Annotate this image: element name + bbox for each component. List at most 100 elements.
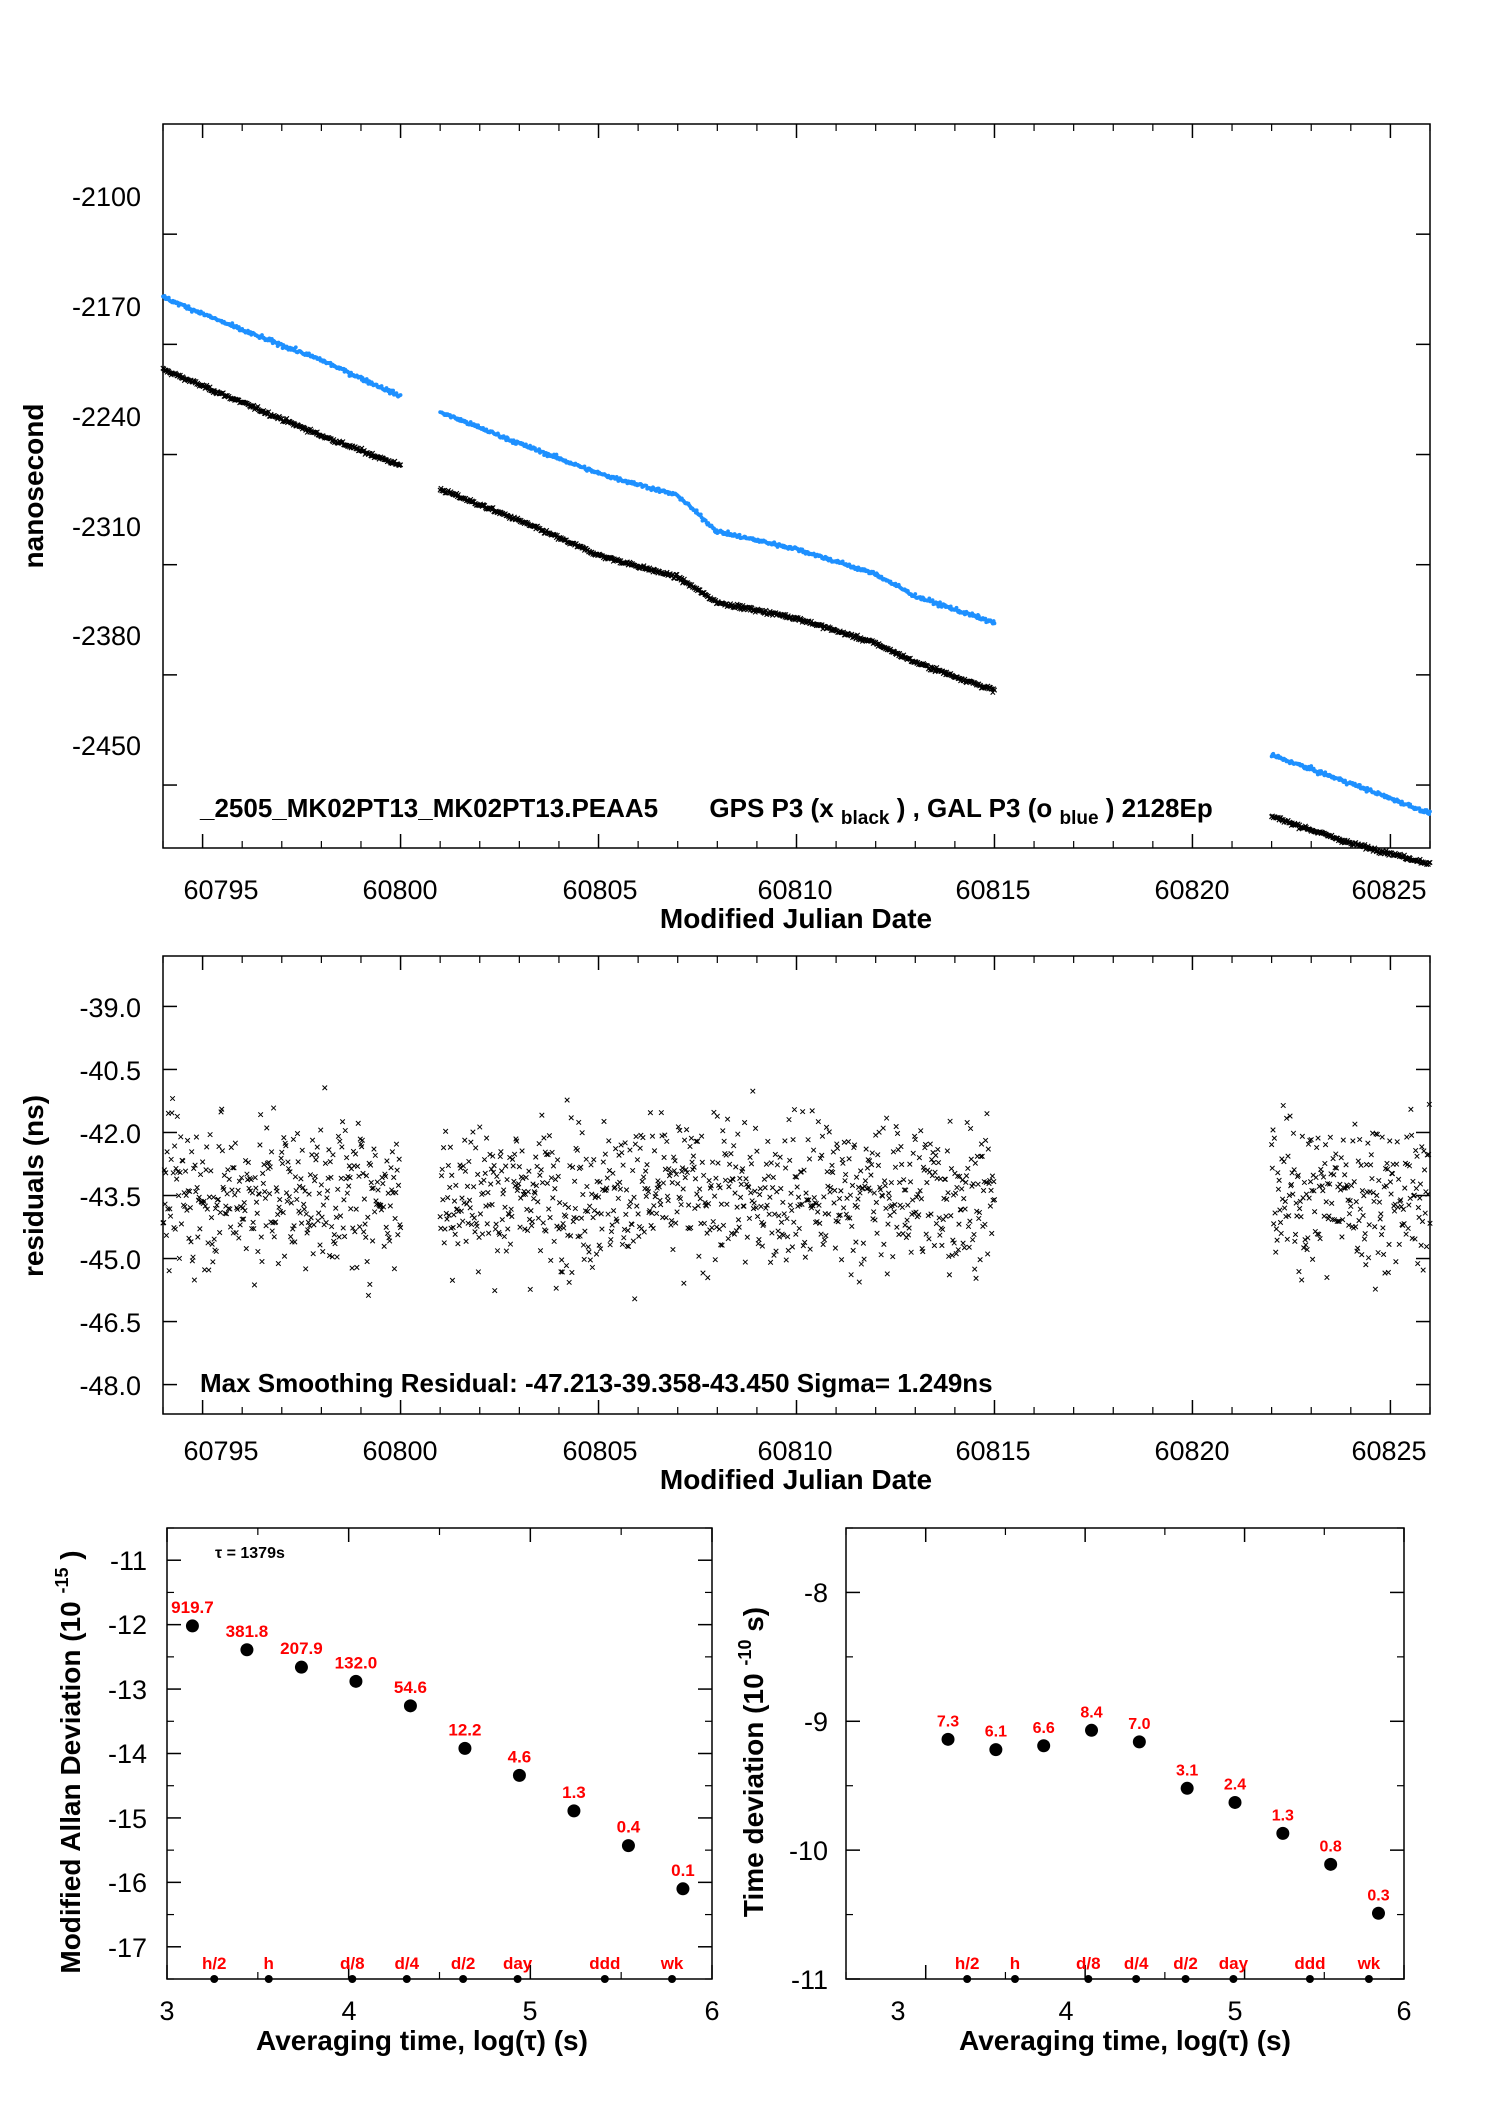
residual-point: [331, 1232, 337, 1238]
residual-point: [384, 1230, 391, 1237]
residual-point: [913, 1194, 920, 1200]
residual-point: [764, 1202, 770, 1208]
residual-point: [229, 1165, 236, 1171]
residual-point: [890, 1149, 897, 1155]
residual-point: [1368, 1152, 1374, 1158]
residual-point: [1374, 1131, 1381, 1138]
mdev-series: 919.7 381.8 207.9 132.0 54.6 12.2 4.6 1.3 0.4 0.1…: [171, 1598, 695, 1983]
tdev-xlabel: Averaging time, log(τ) (s): [959, 2025, 1291, 2056]
residual-point: [1326, 1181, 1333, 1187]
residual-point: [305, 1227, 311, 1233]
residual-point: [893, 1123, 899, 1130]
residual-point: [238, 1175, 245, 1181]
residual-point: [186, 1188, 193, 1195]
residual-point: [1292, 1231, 1299, 1238]
deviation-point-label: 0.1: [671, 1861, 695, 1880]
residual-point: [735, 1131, 741, 1137]
residual-point: [1387, 1179, 1394, 1185]
residual-point: [1387, 1138, 1393, 1144]
residual-point: [886, 1190, 892, 1196]
residual-point: [958, 1207, 964, 1213]
residual-point: [840, 1205, 847, 1211]
residual-point: [815, 1118, 821, 1125]
residual-point: [211, 1236, 217, 1242]
residual-point: [908, 1249, 914, 1255]
residual-point: [524, 1227, 531, 1234]
residual-point: [349, 1265, 355, 1271]
residual-point: [311, 1178, 318, 1184]
residual-point: [344, 1190, 350, 1196]
residual-point: [1298, 1214, 1304, 1220]
residual-point: [472, 1229, 478, 1235]
residual-point: [509, 1213, 515, 1220]
residual-point: [619, 1150, 625, 1156]
residual-point: [782, 1138, 788, 1144]
residual-point: [567, 1163, 573, 1169]
residual-point: [217, 1209, 223, 1216]
residual-point: [618, 1142, 624, 1148]
tdev-panel: 7.3 6.1 6.6 8.4 7.0 3.1 2.4 1.3 0.8 0.3 h/2 h d/8 d/4…: [735, 1527, 1412, 2056]
residual-point: [269, 1228, 275, 1234]
residual-point: [873, 1199, 880, 1206]
residual-point: [773, 1248, 779, 1254]
residual-point: [756, 1191, 763, 1198]
residual-point: [539, 1179, 546, 1186]
residual-point: [490, 1153, 496, 1159]
residual-point: [800, 1243, 806, 1249]
residual-point: [1344, 1184, 1351, 1190]
tdev-xtick-label: 6: [1396, 1996, 1411, 2026]
residual-point: [355, 1120, 361, 1126]
residual-point: [716, 1226, 723, 1232]
residual-point: [825, 1211, 832, 1217]
residual-point: [640, 1134, 646, 1141]
residual-point: [623, 1211, 629, 1218]
residual-point: [827, 1189, 833, 1195]
residual-point: [607, 1242, 613, 1248]
deviation-point: [1085, 1723, 1099, 1737]
residual-point: [210, 1259, 216, 1265]
residual-point: [208, 1214, 215, 1221]
residual-point: [485, 1230, 492, 1236]
interval-marker-label: wk: [660, 1954, 684, 1973]
residual-point: [641, 1229, 647, 1235]
residual-point: [898, 1143, 904, 1150]
residual-point: [1271, 1221, 1277, 1227]
residual-point: [789, 1207, 795, 1214]
residual-point: [942, 1176, 948, 1182]
residual-point: [847, 1215, 853, 1221]
residual-point: [485, 1189, 491, 1196]
residual-point: [1388, 1191, 1394, 1197]
residual-point: [169, 1110, 175, 1116]
residual-point: [901, 1187, 908, 1193]
residual-point: [1327, 1134, 1333, 1140]
phase-xtick-label: 60825: [1351, 875, 1426, 905]
residual-point: [1303, 1242, 1309, 1248]
residual-point: [450, 1224, 456, 1231]
residual-point: [379, 1174, 385, 1181]
residual-point: [307, 1172, 314, 1178]
residual-point: [1296, 1205, 1303, 1212]
residual-point: [989, 1173, 996, 1179]
residual-point: [365, 1292, 372, 1299]
residual-point: [590, 1214, 596, 1221]
residual-point: [1278, 1230, 1284, 1237]
interval-marker-label: d/8: [340, 1954, 365, 1973]
deviation-point: [621, 1839, 635, 1853]
gal-data-point: [737, 532, 742, 537]
residual-point: [1363, 1262, 1369, 1268]
deviation-point: [240, 1643, 254, 1657]
residual-point: [923, 1231, 929, 1237]
residual-point: [866, 1185, 872, 1191]
residual-point: [823, 1124, 830, 1130]
residual-point: [857, 1190, 863, 1196]
residual-point: [748, 1190, 754, 1196]
residual-point: [1307, 1179, 1314, 1185]
residual-point: [799, 1201, 805, 1207]
residual-point: [701, 1220, 707, 1227]
residual-point: [266, 1191, 273, 1197]
residual-point: [337, 1213, 344, 1219]
deviation-point: [1180, 1781, 1194, 1795]
residuals-ytick-label: -46.5: [79, 1308, 141, 1338]
residual-point: [1276, 1177, 1282, 1183]
residual-point: [765, 1138, 771, 1145]
